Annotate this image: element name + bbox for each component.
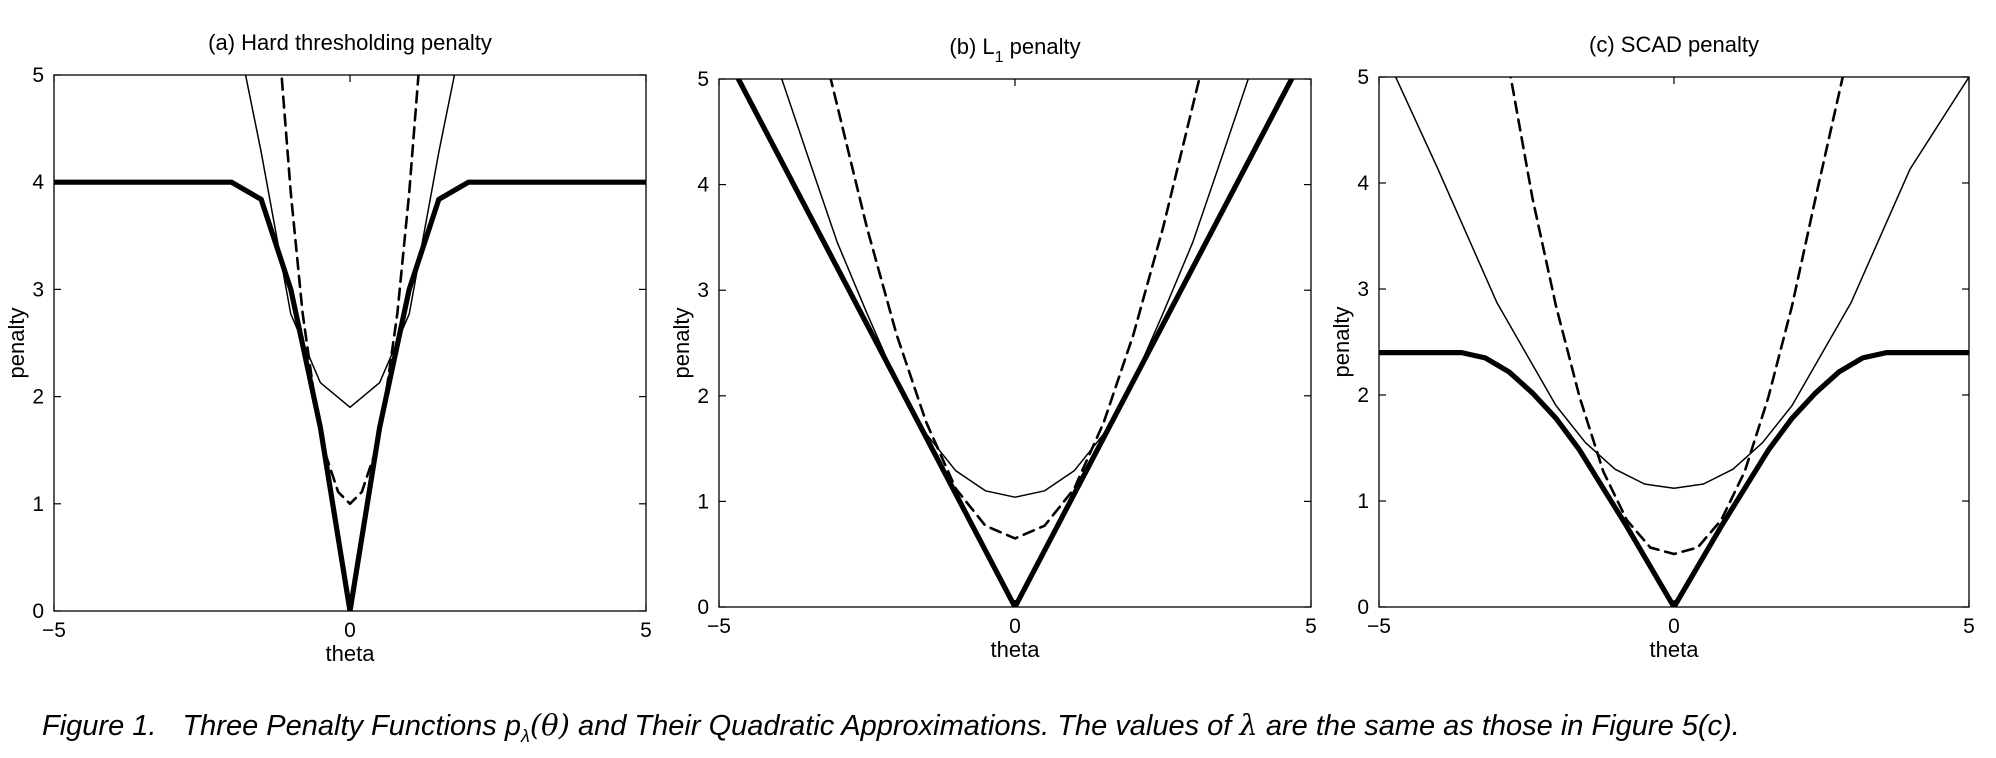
series-line-thick-solid	[1379, 350, 1969, 607]
x-tick-label: −5	[42, 619, 66, 642]
caption-text-middle: and Their Quadratic Approximations. The …	[569, 710, 1240, 742]
y-tick-label: 4	[1357, 172, 1369, 195]
y-tick-label: 5	[697, 68, 709, 91]
y-axis-label: penalty	[669, 308, 694, 379]
x-tick-label: −5	[1367, 615, 1391, 638]
caption-figure-number: Figure 1.	[42, 710, 157, 742]
y-tick-label: 5	[32, 64, 44, 87]
x-tick-label: 0	[344, 619, 356, 642]
y-tick-label: 2	[32, 386, 44, 409]
y-tick-label: 0	[32, 600, 44, 623]
y-tick-label: 2	[697, 385, 709, 408]
caption-text-before: Three Penalty Functions	[182, 710, 505, 742]
x-tick-label: 5	[1963, 615, 1975, 638]
plot-area	[1379, 77, 1969, 607]
x-tick-label: 0	[1009, 615, 1021, 638]
plot-area	[735, 79, 1295, 607]
caption-func-sub: λ	[520, 725, 530, 746]
caption-func-arg: (θ)	[529, 708, 570, 742]
x-axis-label: theta	[1650, 637, 1700, 662]
x-axis-label: theta	[326, 641, 376, 666]
series-line-thick-solid	[735, 79, 1295, 607]
caption-func: p	[504, 710, 521, 742]
y-tick-label: 4	[32, 171, 44, 194]
series-line-thin-solid	[1394, 77, 1969, 490]
x-tick-label: 0	[1668, 615, 1680, 638]
caption-text-after: are the same as those in Figure 5(c).	[1257, 710, 1740, 742]
y-tick-label: 0	[1357, 596, 1369, 619]
series-line-thin-solid	[244, 75, 456, 409]
series-line-dashed	[1509, 77, 1845, 556]
x-axis-label: theta	[991, 637, 1041, 662]
y-tick-label: 4	[697, 174, 709, 197]
x-tick-label: 5	[640, 619, 652, 642]
y-tick-label: 2	[1357, 384, 1369, 407]
y-axis-label: penalty	[4, 308, 29, 379]
series-line-thick-solid	[54, 179, 646, 611]
panel-title: (b) L1 penalty	[949, 34, 1080, 66]
y-axis-label: penalty	[1329, 307, 1354, 378]
y-tick-label: 0	[697, 596, 709, 619]
caption-lambda: λ	[1239, 708, 1258, 742]
y-tick-label: 3	[697, 279, 709, 302]
y-tick-label: 3	[1357, 278, 1369, 301]
y-tick-label: 1	[32, 493, 44, 516]
figure-caption: Figure 1. Three Penalty Functions pλ(θ) a…	[42, 708, 1982, 747]
plot-frame	[1378, 76, 1970, 608]
x-tick-label: 5	[1305, 615, 1317, 638]
y-tick-label: 5	[1357, 66, 1369, 89]
series-line-dashed	[280, 75, 420, 506]
plot-area	[54, 75, 646, 611]
y-tick-label: 3	[32, 278, 44, 301]
plot-frame	[53, 74, 647, 612]
series-line-thin-solid	[780, 79, 1250, 498]
panel-title: (a) Hard thresholding penalty	[208, 30, 492, 55]
series-line-dashed	[829, 79, 1201, 540]
y-tick-label: 1	[1357, 490, 1369, 513]
panel-title: (c) SCAD penalty	[1589, 32, 1759, 57]
x-tick-label: −5	[707, 615, 731, 638]
y-tick-label: 1	[697, 490, 709, 513]
